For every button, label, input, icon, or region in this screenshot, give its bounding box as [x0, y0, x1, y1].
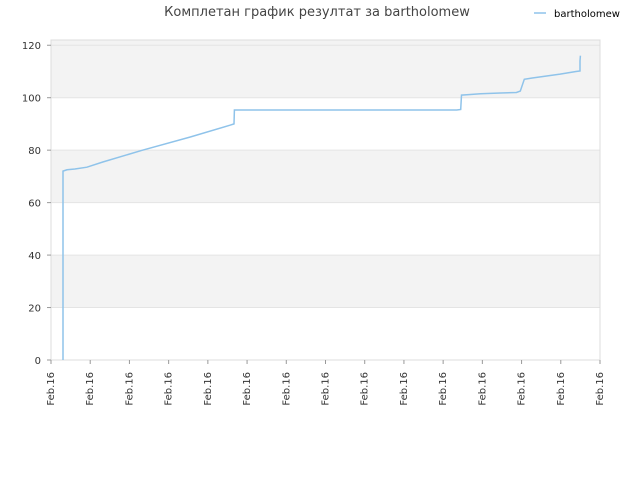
series-line-0: [62, 55, 582, 360]
y-tick-label-0: 0: [35, 356, 41, 367]
x-tick-label-11: Feb.16: [477, 372, 488, 406]
x-tick-label-13: Feb.16: [556, 372, 567, 406]
legend: bartholomew: [534, 9, 620, 20]
y-tick-label-60: 60: [28, 199, 41, 210]
chart-title: Комплетан график резултат за bartholomew: [164, 5, 470, 20]
series-group: [62, 55, 582, 360]
grid-band-1: [51, 150, 600, 203]
x-axis: Feb.16 Feb.16 Feb.16 Feb.16 Feb.16 Feb.16 Feb.…: [46, 360, 606, 406]
y-tick-label-80: 80: [28, 146, 41, 157]
x-tick-label-6: Feb.16: [281, 372, 292, 406]
y-tick-label-40: 40: [28, 251, 41, 262]
x-tick-label-1: Feb.16: [85, 372, 96, 406]
grid-bands: [51, 40, 600, 308]
x-tick-label-5: Feb.16: [242, 372, 253, 406]
x-tick-label-3: Feb.16: [164, 372, 175, 406]
y-axis: 0 20 40 60 80 100 120: [22, 41, 51, 367]
grid-band-2: [51, 40, 600, 98]
x-tick-label-0: Feb.16: [46, 372, 57, 406]
grid-band-0: [51, 255, 600, 308]
x-tick-label-12: Feb.16: [517, 372, 528, 406]
x-tick-label-9: Feb.16: [399, 372, 410, 406]
y-tick-label-120: 120: [22, 41, 41, 52]
y-tick-label-20: 20: [28, 304, 41, 315]
legend-label: bartholomew: [554, 9, 620, 20]
x-tick-label-7: Feb.16: [321, 372, 332, 406]
x-tick-label-10: Feb.16: [438, 372, 449, 406]
x-tick-label-4: Feb.16: [203, 372, 214, 406]
x-tick-label-8: Feb.16: [360, 372, 371, 406]
y-tick-label-100: 100: [22, 94, 41, 105]
x-tick-label-2: Feb.16: [124, 372, 135, 406]
x-tick-label-14: Feb.16: [595, 372, 606, 406]
